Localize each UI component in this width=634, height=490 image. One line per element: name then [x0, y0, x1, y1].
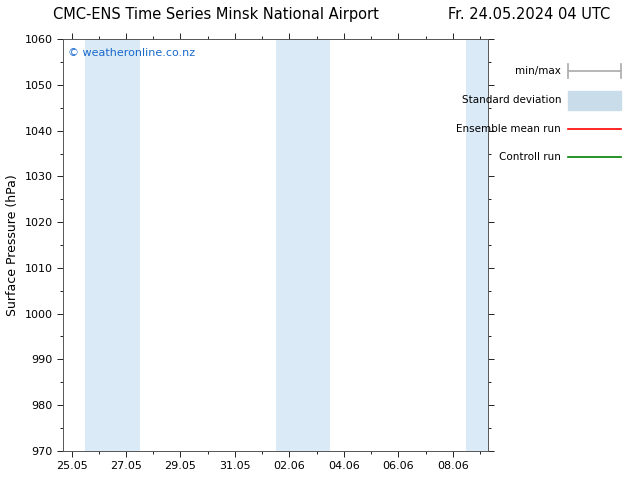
Bar [467, 39, 488, 451]
Text: Ensemble mean run: Ensemble mean run [456, 123, 561, 134]
Text: Standard deviation: Standard deviation [462, 96, 561, 105]
Bar [85, 39, 112, 451]
Text: Fr. 24.05.2024 04 UTC: Fr. 24.05.2024 04 UTC [448, 7, 611, 23]
Text: © weatheronline.co.nz: © weatheronline.co.nz [68, 48, 195, 58]
Bar [303, 39, 330, 451]
Bar [276, 39, 303, 451]
Text: Controll run: Controll run [499, 152, 561, 162]
Text: min/max: min/max [515, 66, 561, 76]
FancyBboxPatch shape [567, 91, 621, 110]
Text: CMC-ENS Time Series Minsk National Airport: CMC-ENS Time Series Minsk National Airpo… [53, 7, 378, 23]
Y-axis label: Surface Pressure (hPa): Surface Pressure (hPa) [6, 174, 19, 316]
Bar [112, 39, 139, 451]
